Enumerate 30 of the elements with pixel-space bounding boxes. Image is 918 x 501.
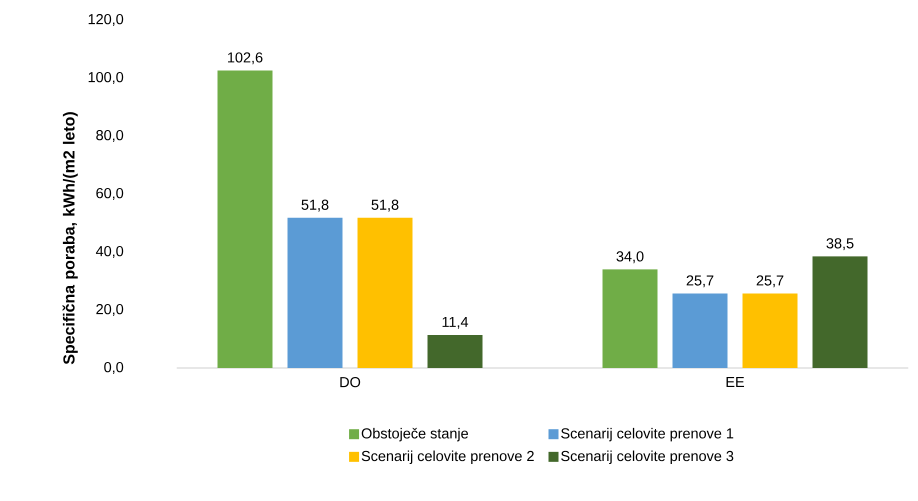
data-label: 11,4 (442, 316, 468, 329)
data-label: 25,7 (686, 275, 714, 288)
y-axis-title: Specifična poraba, kWh/(m2 leto) (62, 112, 78, 364)
bar (428, 334, 483, 368)
bar (672, 293, 728, 368)
legend-label: Obstoječe stanje (362, 428, 468, 442)
bar (218, 70, 273, 368)
bar (812, 256, 868, 368)
y-tick-label: 20,0 (96, 304, 124, 316)
data-label: 102,6 (228, 52, 262, 64)
legend-label: Scenarij celovite prenove 2 (362, 450, 534, 464)
data-label: 51,8 (372, 200, 398, 212)
legend-label: Scenarij celovite prenove 1 (561, 428, 734, 442)
bar (288, 218, 343, 368)
y-tick-label: 100,0 (88, 72, 124, 84)
x-tick-label: DO (340, 377, 360, 388)
y-tick-label: 40,0 (96, 246, 124, 258)
data-label: 38,5 (826, 238, 854, 250)
bar (358, 218, 413, 368)
data-label: 25,7 (756, 275, 784, 288)
legend-label: Scenarij celovite prenove 3 (561, 450, 734, 464)
data-label: 34,0 (616, 251, 644, 264)
x-tick-label: EE (726, 377, 744, 387)
y-tick-label: 60,0 (96, 188, 124, 200)
y-tick-label: 0,0 (104, 362, 124, 374)
bar (742, 293, 798, 368)
data-label: 51,8 (302, 200, 328, 212)
y-tick-label: 120,0 (88, 14, 124, 26)
y-tick-label: 80,0 (96, 130, 124, 142)
bar (602, 269, 658, 368)
